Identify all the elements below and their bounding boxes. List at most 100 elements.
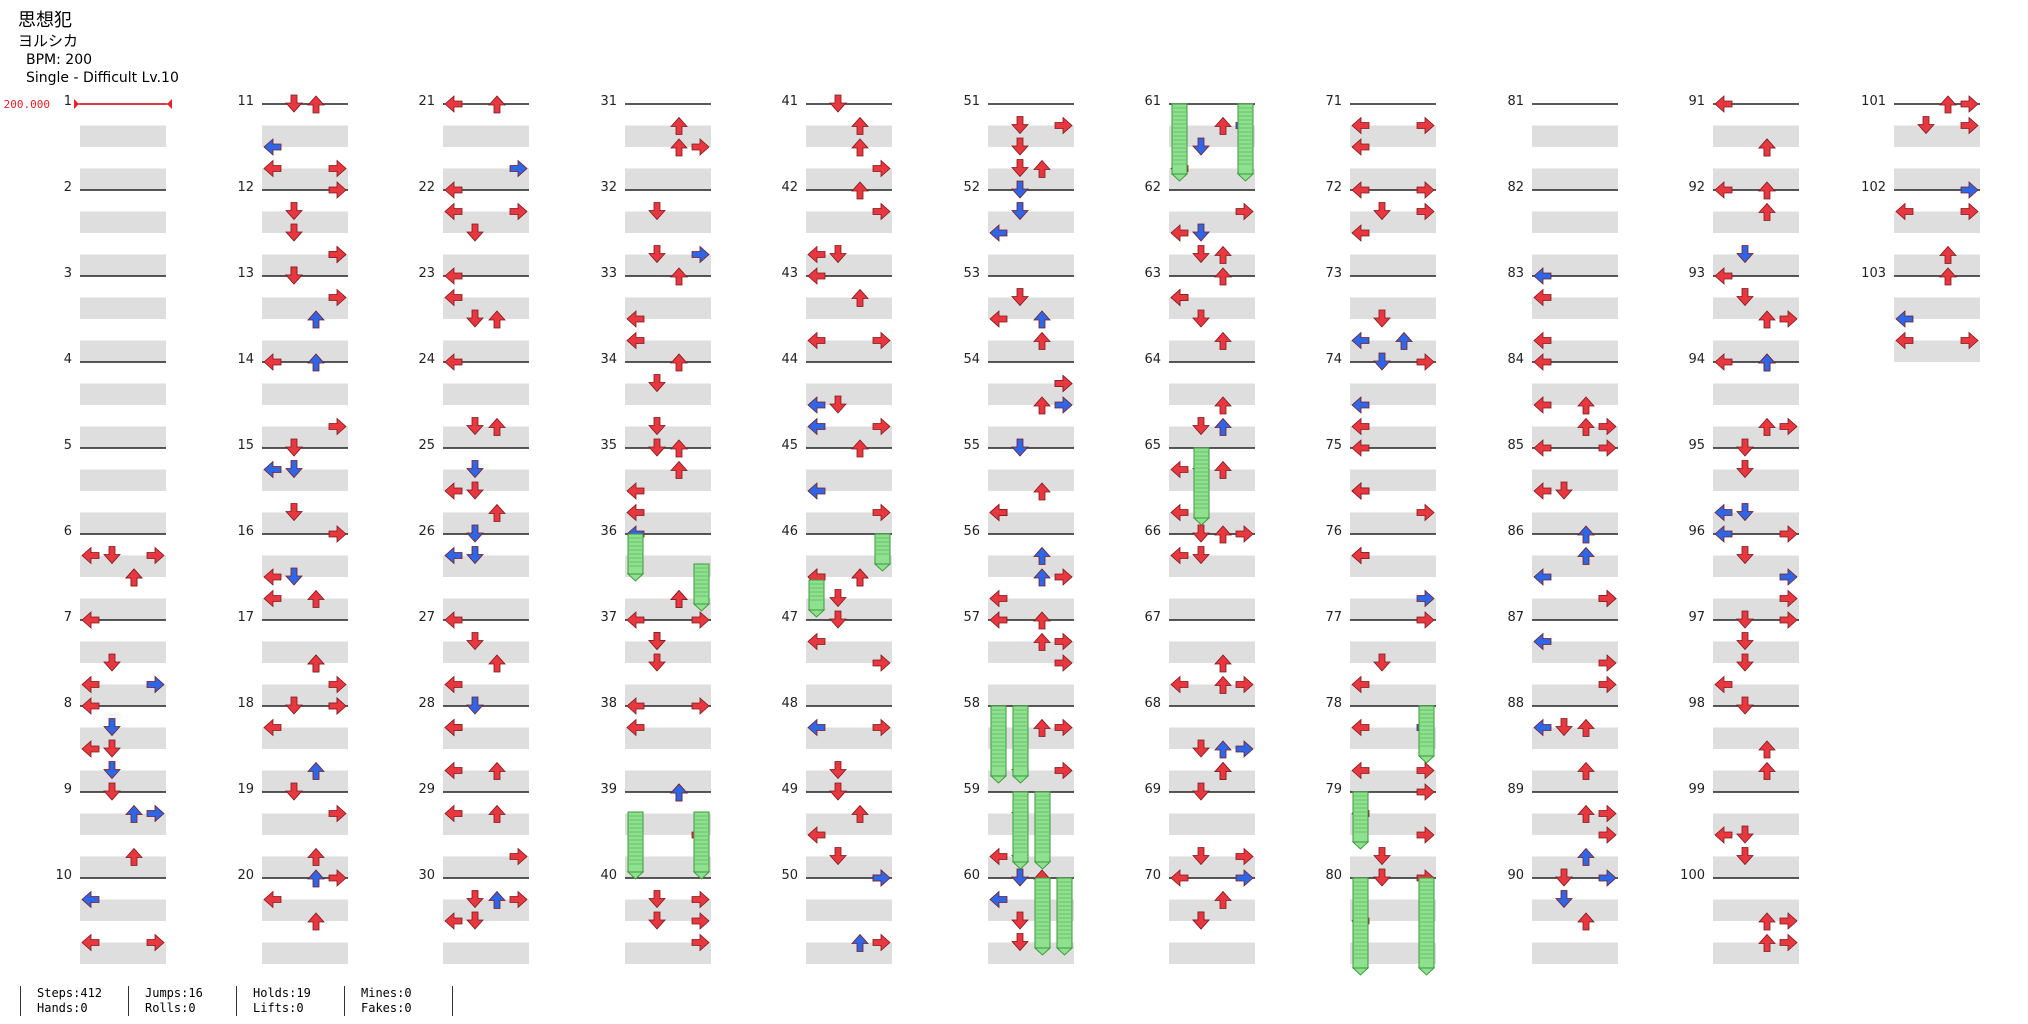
measure-number: 88 [1507,696,1524,711]
measure-number: 21 [418,94,435,109]
measure: 34 [600,352,711,448]
measure: 65 [1144,438,1255,534]
down-arrow-icon [1373,352,1391,371]
left-arrow-icon [444,482,463,500]
hold-note-icon [1033,877,1052,956]
stat-mines: Mines:0 [361,986,412,1000]
down-arrow-icon [466,481,484,500]
up-arrow-icon [1033,396,1051,415]
right-arrow-icon [1779,568,1798,586]
left-arrow-icon [626,503,645,522]
left-arrow-icon [626,718,645,737]
down-arrow-icon [103,739,121,758]
measure-number: 29 [418,782,435,797]
right-arrow-icon [1598,439,1617,457]
down-arrow-icon [1736,245,1754,264]
left-arrow-icon [263,718,282,737]
measure: 57 [963,610,1074,706]
measure: 23 [418,266,529,362]
down-arrow-icon [103,718,121,737]
measure-number: 76 [1325,524,1342,539]
measure: 62 [1144,180,1255,276]
left-arrow-icon [807,245,826,264]
right-arrow-icon [872,869,891,887]
right-arrow-icon [1235,847,1254,866]
up-arrow-icon [488,417,506,436]
up-arrow-icon [307,761,325,780]
down-arrow-icon [1192,782,1210,801]
measure-number: 47 [781,610,798,625]
measure: 28 [418,696,529,792]
left-arrow-icon [1170,224,1189,242]
down-arrow-icon [829,610,847,629]
right-arrow-icon [1416,181,1435,199]
down-arrow-icon [829,395,847,414]
up-arrow-icon [307,912,325,931]
measure-number: 101 [1861,94,1886,109]
measure: 101 [1861,94,1980,190]
up-arrow-icon [307,654,325,673]
right-arrow-icon [1779,525,1798,543]
left-arrow-icon [807,417,826,436]
up-arrow-icon [1033,632,1051,651]
measure-number: 89 [1507,782,1524,797]
measure-number: 54 [963,352,980,367]
left-arrow-icon [444,804,463,823]
measure: 93 [1688,266,1799,362]
song-bpm: BPM: 200 [26,52,93,68]
down-arrow-icon [1011,116,1029,135]
right-arrow-icon [872,331,891,350]
hold-note-icon [989,705,1008,784]
measure-number: 38 [600,696,617,711]
left-arrow-icon [444,267,463,285]
left-arrow-icon [1533,568,1552,586]
down-arrow-icon [648,417,666,436]
measure-number: 4 [64,352,72,367]
left-arrow-icon [81,890,100,909]
right-arrow-icon [691,890,710,909]
up-arrow-icon [488,310,506,329]
down-arrow-icon [1192,309,1210,328]
up-arrow-icon [1758,417,1776,436]
left-arrow-icon [1895,202,1914,221]
measure-number: 5 [64,438,72,453]
left-arrow-icon [989,589,1008,608]
measure: 60 [963,868,1074,964]
left-arrow-icon [263,890,282,909]
measure: 90 [1507,868,1618,964]
left-arrow-icon [263,159,282,178]
down-arrow-icon [648,202,666,221]
down-arrow-icon [1192,546,1210,565]
left-arrow-icon [1351,482,1370,500]
measure: 80 [1325,868,1436,964]
measure: 56 [963,524,1074,620]
left-arrow-icon [1351,718,1370,737]
down-arrow-icon [1192,524,1210,543]
measure: 87 [1507,610,1618,706]
right-arrow-icon [328,869,347,887]
up-arrow-icon [1758,138,1776,157]
right-arrow-icon [872,417,891,436]
down-arrow-icon [648,245,666,264]
down-arrow-icon [1736,696,1754,715]
measure-number: 25 [418,438,435,453]
up-arrow-icon [851,116,869,135]
right-arrow-icon [872,503,891,522]
right-arrow-icon [1054,116,1073,135]
left-arrow-icon [444,761,463,780]
measure-number: 93 [1688,266,1705,281]
measure-number: 9 [64,782,72,797]
up-arrow-icon [851,138,869,157]
measure: 71 [1325,94,1436,190]
right-arrow-icon [1779,933,1798,952]
up-arrow-icon [1758,761,1776,780]
measure-number: 23 [418,266,435,281]
down-arrow-icon [466,524,484,543]
left-arrow-icon [1714,525,1733,543]
up-arrow-icon [1577,912,1595,931]
measure-number: 80 [1325,868,1342,883]
hold-note-icon [626,811,645,880]
measure-number: 75 [1325,438,1342,453]
measure: 36 [600,524,711,620]
right-arrow-icon [691,933,710,952]
